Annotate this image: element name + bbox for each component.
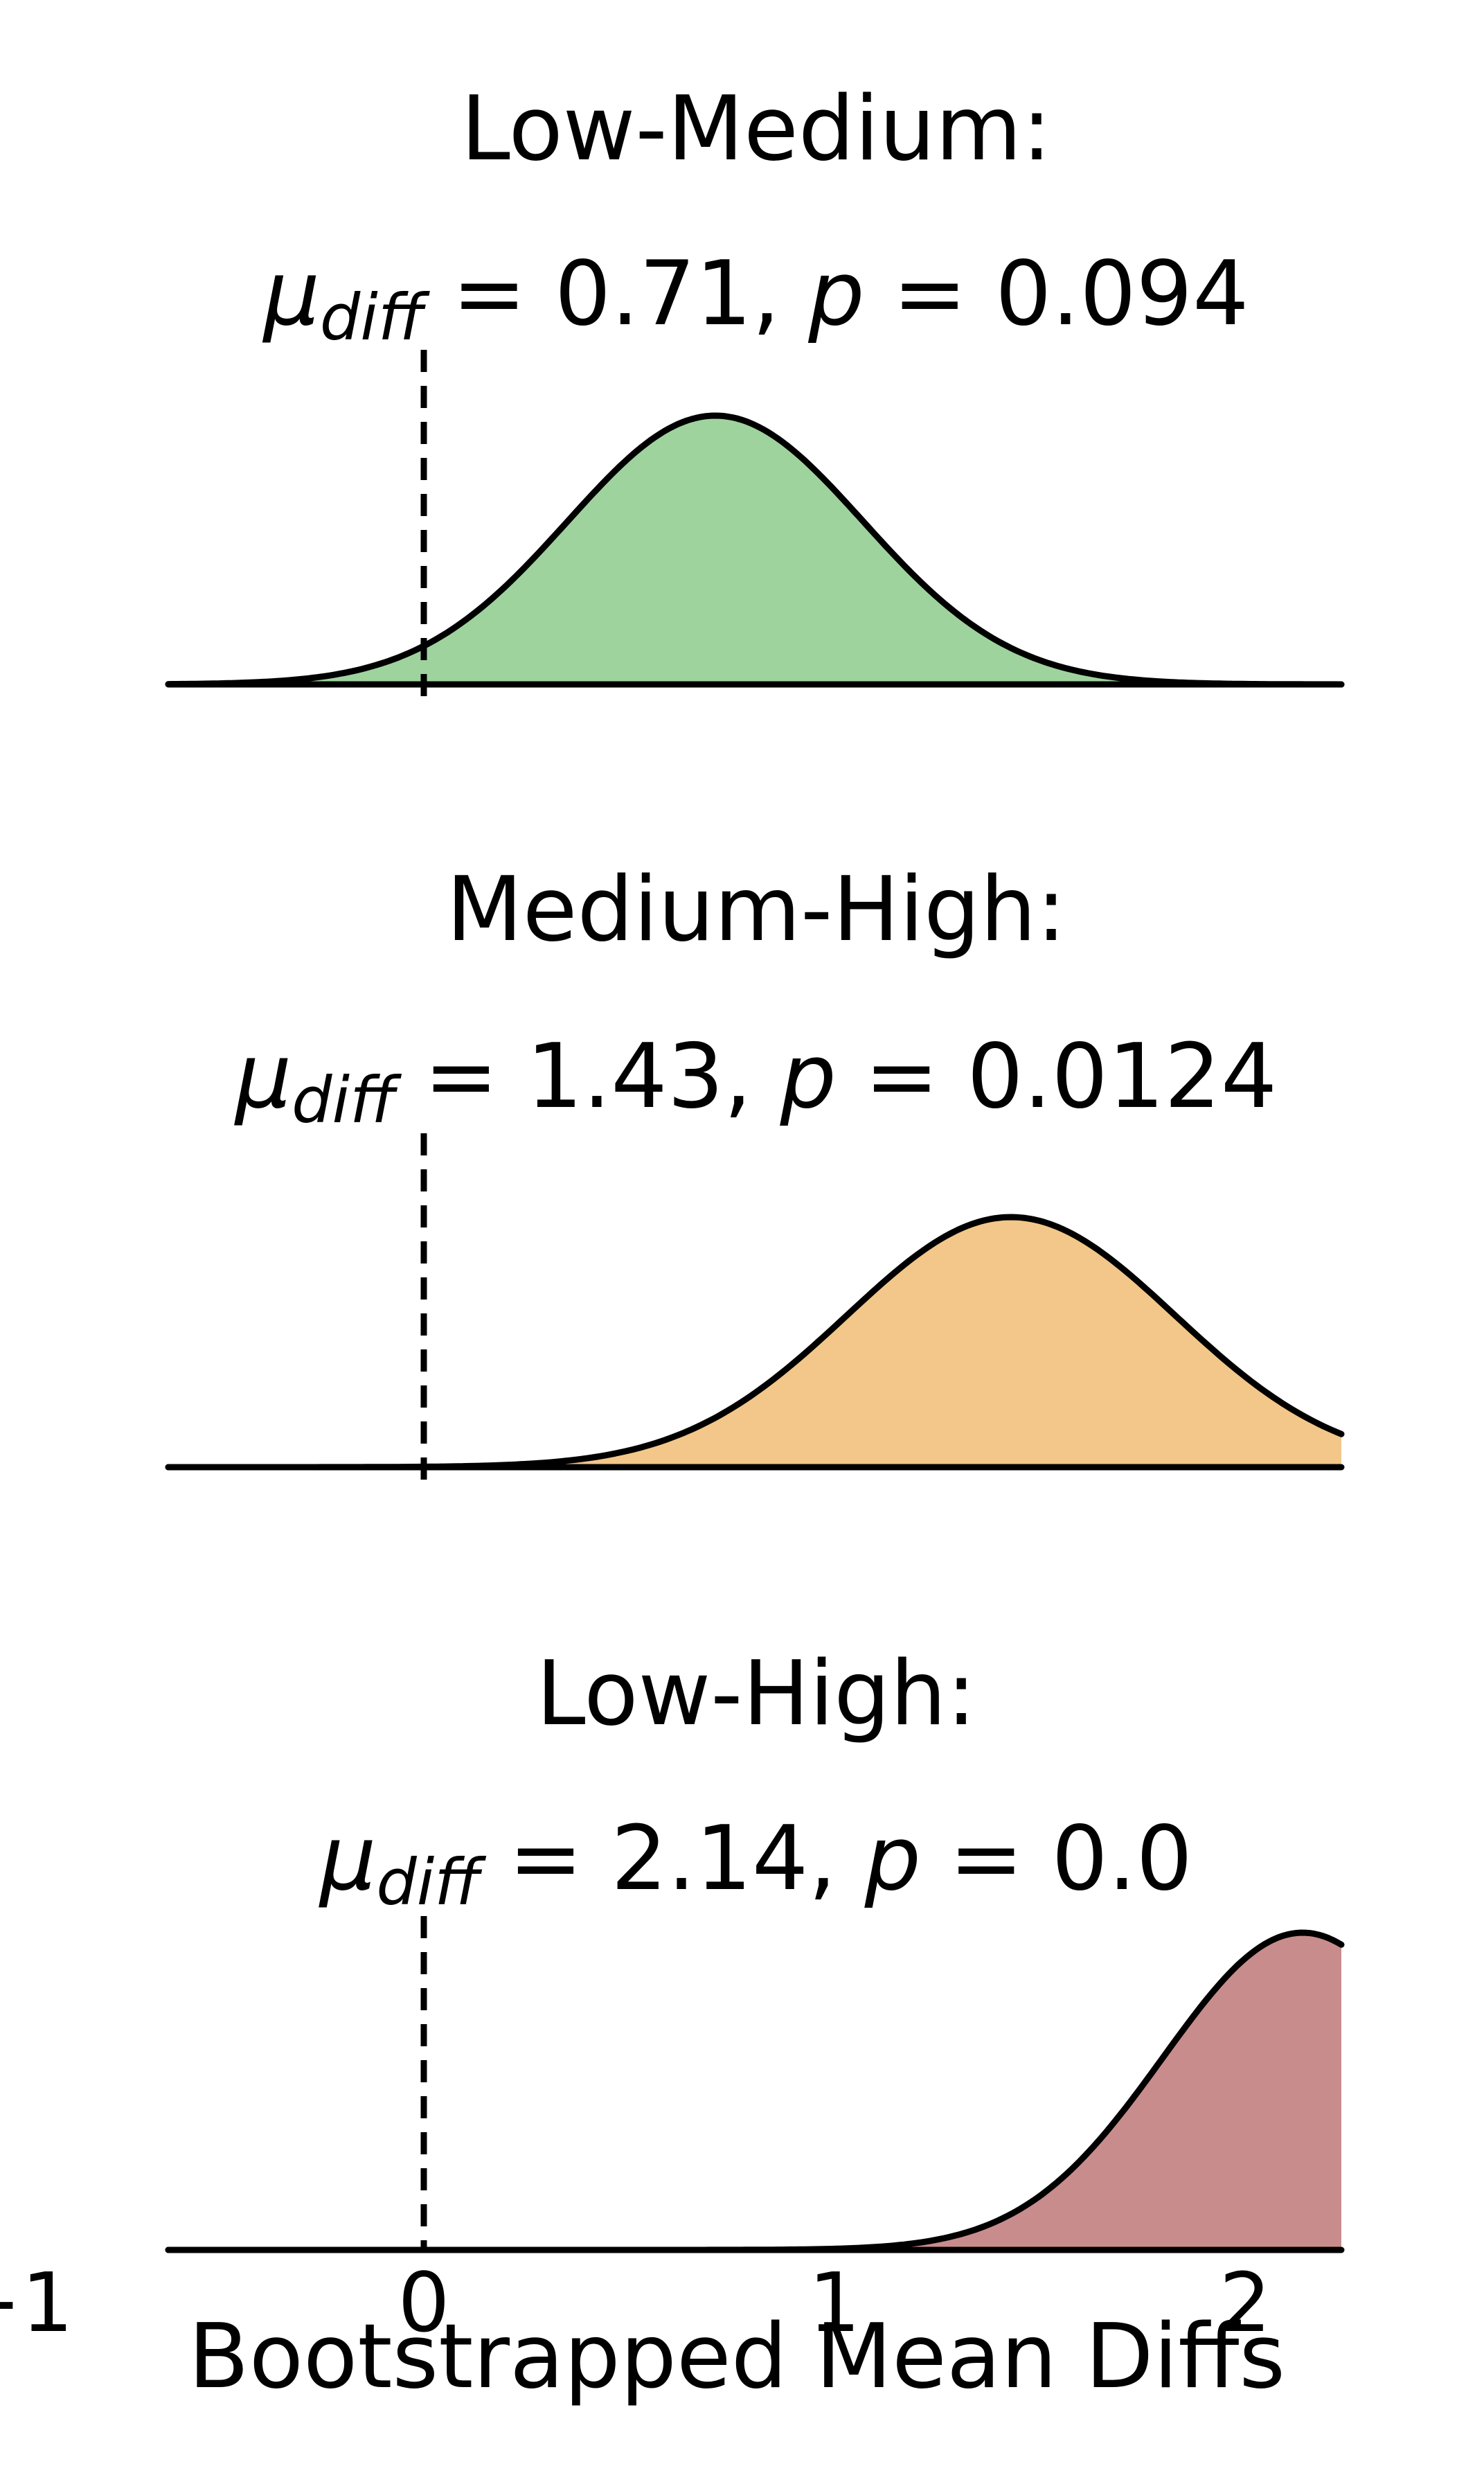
x-tick-label: 1 bbox=[808, 2255, 860, 2350]
panel-title: Low-High: bbox=[536, 1642, 976, 1746]
x-tick-label: −1 bbox=[0, 2255, 73, 2350]
mu-subscript: diff bbox=[292, 1063, 402, 1137]
mu-symbol: μ bbox=[262, 242, 319, 346]
density-plot bbox=[165, 1133, 1345, 1481]
density-curve bbox=[165, 412, 1345, 688]
panel-low-medium: Low-Medium: μdiff = 0.71, p = 0.094 bbox=[165, 78, 1345, 696]
panel-stats: μdiff = 2.14, p = 0.0 bbox=[319, 1807, 1192, 1920]
mu-symbol: μ bbox=[234, 1025, 292, 1128]
panel-stats: μdiff = 1.43, p = 0.0124 bbox=[234, 1025, 1278, 1137]
x-tick-label: 0 bbox=[397, 2255, 449, 2350]
p-value-text: = 0.0124 bbox=[837, 1025, 1278, 1128]
panel-low-high: Low-High: μdiff = 2.14, p = 0.0 bbox=[165, 1642, 1345, 2253]
p-symbol: p bbox=[864, 1807, 921, 1911]
panel-medium-high: Medium-High: μdiff = 1.43, p = 0.0124 bbox=[165, 858, 1345, 1481]
mu-symbol: μ bbox=[319, 1807, 376, 1911]
x-axis: −10123 bbox=[0, 2255, 1271, 2350]
mu-subscript: diff bbox=[376, 1845, 486, 1920]
panel-title: Medium-High: bbox=[446, 858, 1066, 961]
panel-title: Low-Medium: bbox=[461, 78, 1051, 181]
p-symbol: p bbox=[780, 1025, 837, 1128]
mu-value-text: = 2.14, bbox=[481, 1807, 865, 1911]
p-value-text: = 0.094 bbox=[864, 242, 1249, 346]
density-fill bbox=[168, 1933, 1341, 2250]
panel-stats: μdiff = 0.71, p = 0.094 bbox=[262, 242, 1249, 355]
x-axis-label: Bootstrapped Mean Diffs bbox=[188, 2305, 1285, 2409]
mu-value-text: = 0.71, bbox=[424, 242, 808, 346]
p-symbol: p bbox=[807, 242, 864, 346]
density-plot bbox=[165, 1916, 1345, 2253]
density-plot bbox=[165, 350, 1345, 696]
x-tick-label: 2 bbox=[1219, 2255, 1271, 2350]
density-fill bbox=[168, 1217, 1341, 1467]
mu-subscript: diff bbox=[320, 281, 430, 355]
p-value-text: = 0.0 bbox=[921, 1807, 1192, 1911]
mu-value-text: = 1.43, bbox=[396, 1025, 780, 1128]
density-fill bbox=[168, 416, 1341, 684]
